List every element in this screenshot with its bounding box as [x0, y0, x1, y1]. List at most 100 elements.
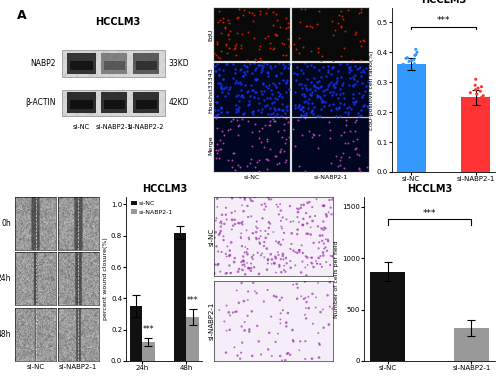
- Point: [214, 54, 222, 60]
- Point: [258, 65, 266, 71]
- Point: [216, 269, 224, 275]
- Point: [304, 100, 312, 106]
- Point: [292, 77, 300, 83]
- Point: [245, 9, 253, 15]
- Point: [254, 225, 262, 231]
- Point: [278, 224, 285, 230]
- Point: [476, 88, 484, 94]
- Point: [267, 87, 275, 93]
- Point: [325, 119, 333, 125]
- Point: [226, 84, 234, 90]
- Point: [257, 139, 265, 146]
- Point: [215, 232, 223, 238]
- Point: [324, 238, 332, 244]
- Point: [312, 258, 320, 264]
- Point: [346, 106, 354, 112]
- Point: [319, 306, 327, 312]
- Point: [271, 82, 279, 88]
- Point: [224, 157, 232, 163]
- Point: [356, 165, 364, 171]
- Point: [478, 94, 486, 100]
- Point: [360, 92, 368, 98]
- Point: [276, 317, 284, 323]
- Point: [250, 111, 258, 117]
- Point: [356, 65, 364, 71]
- Point: [243, 163, 251, 169]
- Bar: [370, 271, 406, 361]
- Point: [350, 76, 358, 82]
- Point: [304, 231, 312, 237]
- Point: [248, 87, 256, 93]
- Point: [228, 217, 236, 223]
- Point: [268, 111, 276, 117]
- Point: [310, 240, 318, 246]
- Point: [349, 95, 357, 101]
- Point: [324, 83, 332, 89]
- Point: [252, 236, 260, 242]
- Point: [260, 97, 268, 103]
- Point: [230, 66, 238, 72]
- Point: [276, 148, 283, 154]
- Point: [213, 112, 221, 118]
- Point: [252, 56, 260, 62]
- Point: [326, 89, 334, 95]
- Point: [273, 96, 281, 102]
- Point: [222, 251, 230, 257]
- Point: [212, 218, 220, 224]
- Point: [342, 109, 349, 115]
- Point: [356, 168, 364, 174]
- Point: [264, 85, 272, 91]
- Point: [264, 261, 272, 267]
- Point: [274, 160, 282, 166]
- Point: [356, 107, 364, 113]
- Point: [269, 22, 277, 28]
- Point: [228, 226, 236, 232]
- Point: [243, 260, 251, 266]
- Point: [308, 79, 316, 85]
- Point: [473, 91, 481, 97]
- Point: [234, 123, 242, 129]
- Point: [254, 62, 262, 68]
- Point: [364, 104, 372, 110]
- Point: [260, 60, 268, 66]
- Point: [266, 221, 274, 227]
- Point: [282, 52, 290, 58]
- Point: [277, 218, 285, 224]
- Point: [316, 113, 324, 119]
- Point: [230, 46, 237, 52]
- Point: [259, 81, 267, 87]
- Point: [272, 32, 280, 38]
- Text: B: B: [217, 9, 226, 22]
- Point: [308, 89, 316, 95]
- Point: [327, 79, 335, 85]
- Point: [319, 250, 327, 256]
- Point: [264, 194, 272, 200]
- Point: [258, 67, 266, 73]
- Point: [222, 217, 230, 223]
- Point: [238, 66, 246, 72]
- Bar: [133, 92, 159, 114]
- Point: [217, 223, 225, 229]
- Bar: [461, 97, 490, 172]
- Point: [256, 8, 264, 14]
- Point: [350, 138, 358, 144]
- Point: [290, 338, 298, 344]
- Point: [282, 104, 290, 110]
- Point: [298, 108, 306, 114]
- Point: [279, 253, 287, 259]
- Point: [249, 108, 257, 114]
- Point: [312, 294, 320, 300]
- Point: [245, 235, 253, 241]
- Point: [323, 248, 331, 254]
- Point: [223, 50, 231, 56]
- Point: [296, 67, 304, 73]
- Point: [319, 203, 327, 209]
- Point: [308, 218, 316, 224]
- Point: [225, 309, 233, 315]
- Point: [212, 215, 220, 221]
- Point: [237, 42, 245, 48]
- Point: [238, 221, 246, 227]
- Point: [219, 140, 227, 146]
- Point: [309, 321, 317, 327]
- Point: [468, 97, 475, 103]
